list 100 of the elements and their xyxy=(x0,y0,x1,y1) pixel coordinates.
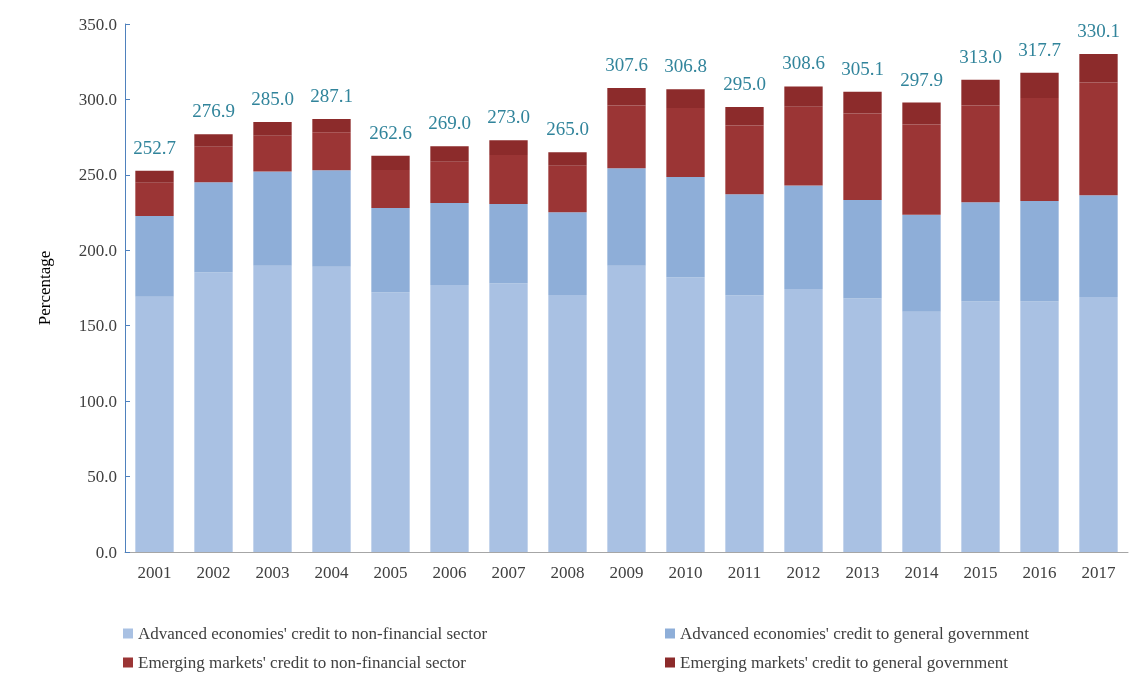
total-label: 269.0 xyxy=(428,112,471,134)
bar xyxy=(371,155,410,171)
bar xyxy=(666,176,705,278)
legend-label: Emerging markets' credit to non-financial sector xyxy=(138,653,467,672)
bar xyxy=(135,216,174,297)
bar xyxy=(430,146,469,162)
bar xyxy=(548,165,587,213)
total-label: 287.1 xyxy=(310,84,353,106)
bar xyxy=(902,124,941,215)
bar xyxy=(725,295,764,552)
bar xyxy=(194,134,233,147)
bar xyxy=(1079,54,1118,83)
y-tick-label: 0.0 xyxy=(95,542,117,562)
bar xyxy=(548,152,587,166)
x-tick-label: 2007 xyxy=(491,563,526,582)
bar xyxy=(312,170,351,267)
x-tick-label: 2011 xyxy=(727,563,762,582)
bar xyxy=(666,89,705,108)
bar xyxy=(843,298,882,552)
x-tick-label: 2002 xyxy=(196,563,231,582)
bar xyxy=(135,182,174,217)
total-label: 285.0 xyxy=(251,88,294,110)
bar xyxy=(489,140,528,155)
bar xyxy=(725,106,764,126)
legend-label: Advanced economies' credit to general government xyxy=(680,624,1030,643)
bar xyxy=(1079,82,1118,196)
bar xyxy=(1020,301,1059,552)
y-tick-label: 50.0 xyxy=(87,467,117,487)
total-label: 297.9 xyxy=(900,68,943,90)
y-tick-label: 350.0 xyxy=(78,14,117,34)
bar xyxy=(784,106,823,186)
bar xyxy=(194,146,233,183)
bar xyxy=(961,79,1000,106)
x-tick-label: 2010 xyxy=(668,563,703,582)
bar xyxy=(902,102,941,125)
total-label: 306.8 xyxy=(664,55,707,77)
bar xyxy=(371,208,410,293)
x-tick-label: 2008 xyxy=(550,563,585,582)
bar xyxy=(784,185,823,290)
y-tick-label: 200.0 xyxy=(78,240,117,260)
legend-label: Advanced economies' credit to non-financial sector xyxy=(138,624,488,643)
bar xyxy=(253,122,292,136)
bar xyxy=(1020,72,1059,98)
total-label: 295.0 xyxy=(723,72,766,94)
bar xyxy=(666,277,705,552)
bar xyxy=(784,86,823,107)
bar xyxy=(607,87,646,106)
x-tick-label: 2014 xyxy=(904,563,939,582)
bar xyxy=(961,202,1000,302)
total-label: 313.0 xyxy=(959,45,1002,67)
total-label: 265.0 xyxy=(546,118,589,140)
y-axis-title: Percentage xyxy=(35,250,54,326)
bar xyxy=(1020,200,1059,302)
total-label: 305.1 xyxy=(841,57,884,79)
total-label: 307.6 xyxy=(605,53,648,75)
bar xyxy=(135,170,174,183)
bar xyxy=(194,272,233,552)
total-label: 273.0 xyxy=(487,106,530,128)
bar xyxy=(666,107,705,177)
bar xyxy=(725,194,764,296)
x-tick-label: 2016 xyxy=(1022,563,1057,582)
y-tick-label: 250.0 xyxy=(78,165,117,185)
bar xyxy=(489,203,528,284)
bar xyxy=(607,168,646,266)
bar xyxy=(253,135,292,172)
bar xyxy=(961,105,1000,203)
bar xyxy=(548,212,587,295)
bar xyxy=(489,283,528,552)
x-tick-label: 2004 xyxy=(314,563,349,582)
x-tick-label: 2012 xyxy=(786,563,821,582)
x-tick-label: 2009 xyxy=(609,563,644,582)
bar xyxy=(430,161,469,204)
total-label: 276.9 xyxy=(192,100,235,122)
bar xyxy=(607,265,646,552)
bar xyxy=(194,182,233,273)
bar xyxy=(784,289,823,552)
bar xyxy=(371,292,410,552)
bar xyxy=(430,203,469,285)
bar xyxy=(371,170,410,209)
bar xyxy=(902,214,941,312)
bar xyxy=(1079,296,1118,552)
bar xyxy=(548,294,587,552)
bar xyxy=(1020,97,1059,201)
x-tick-label: 2015 xyxy=(963,563,998,582)
bar xyxy=(961,301,1000,552)
x-tick-label: 2017 xyxy=(1081,563,1116,582)
x-tick-label: 2001 xyxy=(137,563,172,582)
bar xyxy=(725,125,764,195)
bar xyxy=(489,154,528,204)
bar xyxy=(312,132,351,171)
y-tick-label: 150.0 xyxy=(78,316,117,336)
y-tick-label: 100.0 xyxy=(78,391,117,411)
bar xyxy=(135,296,174,552)
bar xyxy=(430,284,469,552)
x-tick-label: 2003 xyxy=(255,563,290,582)
x-tick-label: 2006 xyxy=(432,563,467,582)
total-label: 330.1 xyxy=(1077,20,1120,42)
y-tick-label: 300.0 xyxy=(78,89,117,109)
legend-label: Emerging markets' credit to general government xyxy=(680,653,1009,672)
bar xyxy=(1079,195,1118,297)
